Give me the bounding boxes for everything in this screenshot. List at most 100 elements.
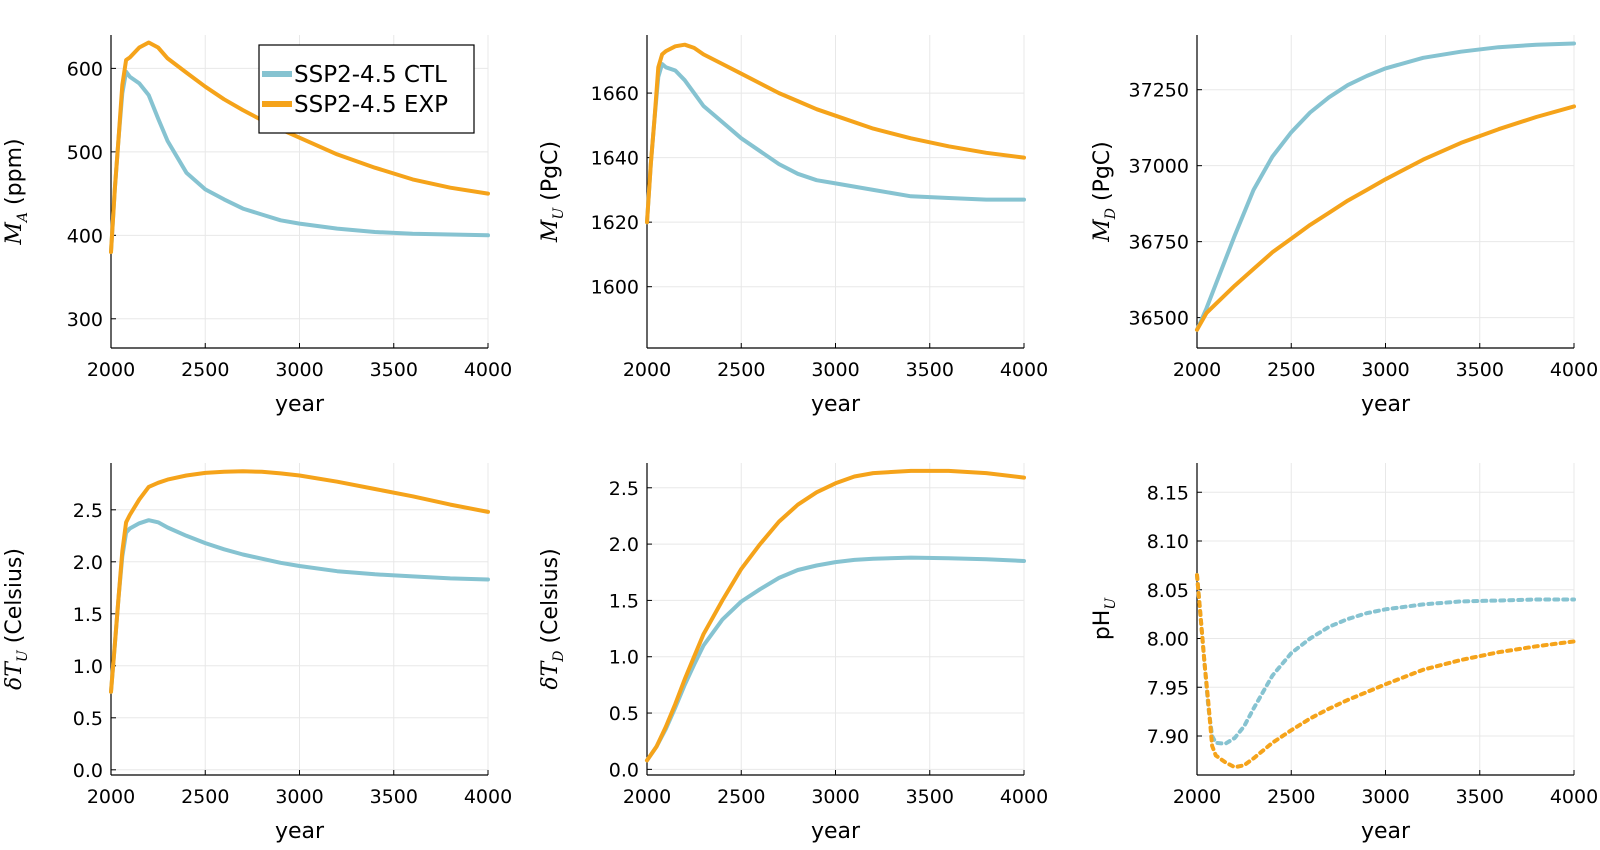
x-tick-label: 2500 [181, 359, 229, 381]
x-tick-label: 2500 [1267, 359, 1315, 381]
y-tick-label: 8.15 [1147, 482, 1189, 504]
y-tick-label: 0.0 [609, 759, 639, 781]
y-tick-label: 8.05 [1147, 580, 1189, 602]
y-tick-label: 1.5 [609, 590, 639, 612]
y-tick-label: 0.0 [73, 760, 103, 782]
y-tick-label: 7.90 [1147, 726, 1189, 748]
x-axis-title: year [1361, 392, 1411, 417]
x-tick-label: 3000 [1361, 359, 1409, 381]
y-axis-title-prefix: δ [2, 677, 27, 690]
y-tick-label: 2.5 [73, 500, 103, 522]
x-tick-label: 3000 [275, 786, 323, 808]
y-axis-title: δTD (Celsius) [538, 548, 567, 689]
x-tick-label: 2500 [717, 359, 765, 381]
y-axis-title-prefix: δ [538, 676, 563, 689]
x-tick-label: 2000 [1173, 359, 1221, 381]
y-tick-label: 1.0 [609, 647, 639, 669]
y-tick-label: 1660 [591, 83, 639, 105]
x-tick-label: 3500 [370, 359, 418, 381]
x-tick-label: 2500 [1267, 786, 1315, 808]
y-tick-label: 1600 [591, 277, 639, 299]
y-tick-label: 37000 [1129, 156, 1189, 178]
x-tick-label: 2000 [87, 359, 135, 381]
y-tick-label: 500 [67, 142, 103, 164]
x-tick-label: 3500 [906, 786, 954, 808]
x-axis-title: year [275, 392, 325, 417]
y-tick-label: 36750 [1129, 232, 1189, 254]
y-tick-label: 8.00 [1147, 629, 1189, 651]
x-tick-label: 4000 [1000, 786, 1048, 808]
x-tick-label: 3000 [275, 359, 323, 381]
panel-1: 2000 2500 3000 3500 4000 300 400 500 600 year MA (… [2, 35, 512, 417]
panel-6: 2000 2500 3000 3500 4000 7.90 7.95 8.00 8.05 8.10… [1090, 463, 1598, 844]
y-axis-title-unit: (Celsius) [2, 548, 27, 650]
legend-label-ctl: SSP2-4.5 CTL [294, 62, 447, 88]
y-axis-title-symbol: T [538, 659, 563, 676]
x-tick-label: 3500 [906, 359, 954, 381]
y-tick-label: 37250 [1129, 80, 1189, 102]
x-tick-label: 4000 [464, 359, 512, 381]
x-tick-label: 2000 [623, 786, 671, 808]
x-axis-title: year [811, 819, 861, 844]
panel-2: 2000 2500 3000 3500 4000 1600 1620 1640 1660 year… [538, 35, 1048, 417]
y-tick-label: 1.5 [73, 604, 103, 626]
y-axis-title-symbol: M [2, 222, 27, 246]
y-tick-label: 2.0 [73, 552, 103, 574]
y-axis-title-symbol: T [2, 660, 27, 677]
y-tick-label: 300 [67, 309, 103, 331]
series-line-exp [1195, 104, 1576, 332]
x-tick-label: 3500 [1456, 786, 1504, 808]
y-axis-title-symbol: M [538, 219, 563, 243]
series-line-ctl [1195, 41, 1576, 332]
y-tick-label: 2.5 [609, 478, 639, 500]
y-tick-label: 400 [67, 225, 103, 247]
y-axis-title-symbol: M [1090, 219, 1115, 243]
y-tick-label: 600 [67, 58, 103, 80]
x-axis-title: year [1361, 819, 1411, 844]
x-tick-label: 2000 [623, 359, 671, 381]
legend: SSP2-4.5 CTL SSP2-4.5 EXP [258, 44, 475, 134]
y-axis-title-subscript: U [15, 649, 31, 662]
y-axis-title: pHU [1090, 597, 1119, 641]
x-tick-label: 4000 [1550, 359, 1598, 381]
x-tick-label: 3000 [1361, 786, 1409, 808]
x-tick-label: 2500 [181, 786, 229, 808]
x-tick-label: 4000 [1000, 359, 1048, 381]
x-tick-label: 3500 [370, 786, 418, 808]
x-tick-label: 3500 [1456, 359, 1504, 381]
x-tick-label: 2500 [717, 786, 765, 808]
series-line-ctl [645, 62, 1026, 225]
y-axis-title-subscript: A [15, 212, 31, 224]
x-axis-title: year [811, 392, 861, 417]
series-line-exp [645, 42, 1026, 225]
series-line-exp [1195, 573, 1576, 770]
y-axis-title: δTU (Celsius) [2, 548, 31, 690]
y-axis-title-subscript: U [551, 207, 567, 220]
y-axis-title-unit: (PgC) [1090, 141, 1115, 208]
y-axis-title: MD (PgC) [1090, 141, 1119, 243]
y-tick-label: 36500 [1129, 308, 1189, 330]
series-line-exp [109, 40, 490, 254]
x-tick-label: 4000 [464, 786, 512, 808]
y-axis-title-subscript: U [1103, 597, 1119, 610]
y-tick-label: 8.10 [1147, 531, 1189, 553]
y-tick-label: 1640 [591, 148, 639, 170]
y-axis-title: MA (ppm) [2, 138, 31, 245]
x-tick-label: 2000 [87, 786, 135, 808]
y-tick-label: 0.5 [73, 708, 103, 730]
x-tick-label: 3000 [811, 359, 859, 381]
y-tick-label: 2.0 [609, 534, 639, 556]
panel-5: 2000 2500 3000 3500 4000 0.0 0.5 1.0 1.5 2.0 2.5 ye… [538, 463, 1048, 844]
x-tick-label: 2000 [1173, 786, 1221, 808]
y-axis-title: MU (PgC) [538, 141, 567, 243]
y-tick-label: 0.5 [609, 703, 639, 725]
panel-3: 2000 2500 3000 3500 4000 36500 36750 37000 37250… [1090, 35, 1598, 417]
y-axis-title-unit: (Celsius) [538, 548, 563, 650]
y-axis-title-subscript: D [551, 650, 567, 662]
y-axis-title-subscript: D [1103, 208, 1119, 220]
y-axis-title-unit: (PgC) [538, 141, 563, 208]
x-axis-title: year [275, 819, 325, 844]
legend-label-exp: SSP2-4.5 EXP [294, 92, 448, 118]
